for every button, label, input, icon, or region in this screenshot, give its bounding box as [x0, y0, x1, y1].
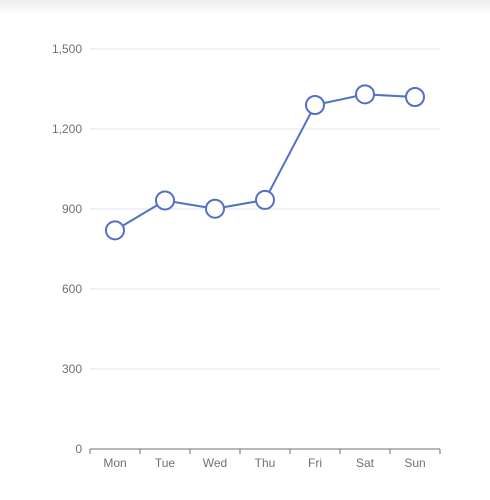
x-tick-label: Thu: [255, 456, 276, 470]
top-edge-shadow: [0, 0, 490, 14]
x-tick-label: Mon: [103, 456, 126, 470]
data-point-marker[interactable]: [255, 189, 275, 210]
y-tick-label: 300: [62, 362, 82, 376]
data-point-marker[interactable]: [205, 198, 225, 219]
data-point-marker[interactable]: [405, 87, 425, 107]
data-point-marker[interactable]: [355, 84, 375, 105]
data-point-marker[interactable]: [155, 190, 175, 211]
x-tick-label: Wed: [203, 456, 227, 470]
y-tick-label: 1,500: [52, 42, 82, 56]
y-tick-label: 900: [62, 202, 82, 216]
x-tick-label: Fri: [308, 456, 322, 470]
series-layer: [105, 84, 425, 241]
data-point-marker[interactable]: [105, 220, 125, 241]
x-tick-label: Sun: [404, 456, 425, 470]
y-tick-label: 1,200: [52, 122, 82, 136]
x-axis: Mon Tue Wed Thu Fri Sat Sun: [89, 448, 441, 470]
data-point-marker[interactable]: [305, 95, 325, 115]
y-axis: 0 300 600 900 1,200 1,500: [52, 42, 82, 456]
y-tick-label: 0: [75, 442, 82, 456]
x-tick-label: Tue: [155, 456, 176, 470]
y-tick-label: 600: [62, 282, 82, 296]
x-tick-label: Sat: [356, 456, 375, 470]
